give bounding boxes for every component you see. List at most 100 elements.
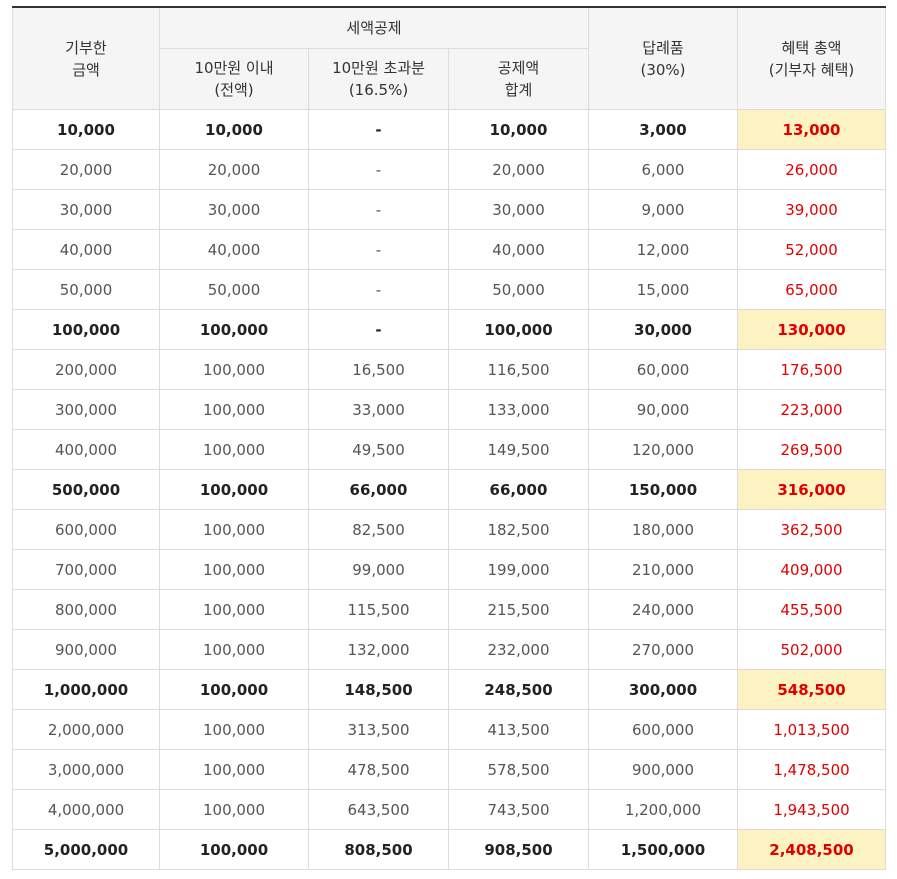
cell-donation: 20,000 [12, 149, 160, 190]
cell-gift: 6,000 [588, 149, 738, 190]
cell-benefit-total: 13,000 [737, 109, 886, 150]
table-row: 700,000 100,000 99,000 199,000 210,000 409,00… [12, 549, 886, 590]
cell-deduction-sum: 908,500 [448, 829, 589, 870]
header-within-line1: 10만원 이내 [194, 59, 274, 77]
table-body: 10,000 10,000-10,000 3,000 13,000 20,000 20,0… [12, 109, 886, 870]
cell-benefit-total: 1,013,500 [737, 709, 886, 750]
cell-gift: 180,000 [588, 509, 738, 550]
cell-excess-100k: 132,000 [308, 629, 449, 670]
table-header: 기부한 금액 세액공제 답례품 (30%) 혜택 총액 (기부자 혜택) 10만… [12, 6, 886, 110]
header-excess-line1: 10만원 초과분 [332, 59, 425, 77]
header-within-line2: (전액) [214, 81, 254, 99]
cell-benefit-total: 176,500 [737, 349, 886, 390]
cell-deduction-sum: 578,500 [448, 749, 589, 790]
cell-deduction-sum: 66,000 [448, 469, 589, 510]
cell-benefit-total: 316,000 [737, 469, 886, 510]
cell-donation: 700,000 [12, 549, 160, 590]
cell-gift: 1,200,000 [588, 789, 738, 830]
cell-gift: 120,000 [588, 429, 738, 470]
cell-donation: 300,000 [12, 389, 160, 430]
cell-gift: 300,000 [588, 669, 738, 710]
table-row: 600,000 100,000 82,500 182,500 180,000 362,50… [12, 509, 886, 550]
table-row: 800,000 100,000 115,500 215,500 240,000 455,5… [12, 589, 886, 630]
cell-donation: 10,000 [12, 109, 160, 150]
cell-gift: 15,000 [588, 269, 738, 310]
header-donation-line1: 기부한 [65, 38, 107, 57]
cell-donation: 50,000 [12, 269, 160, 310]
cell-benefit-total: 39,000 [737, 189, 886, 230]
table-row: 4,000,000 100,000 643,500 743,500 1,200,000 1… [12, 789, 886, 830]
cell-gift: 30,000 [588, 309, 738, 350]
cell-within-100k: 30,000 [159, 189, 309, 230]
cell-benefit-total: 362,500 [737, 509, 886, 550]
cell-within-100k: 100,000 [159, 749, 309, 790]
cell-benefit-total: 502,000 [737, 629, 886, 670]
cell-gift: 60,000 [588, 349, 738, 390]
cell-gift: 9,000 [588, 189, 738, 230]
cell-benefit-total: 269,500 [737, 429, 886, 470]
cell-donation: 100,000 [12, 309, 160, 350]
table-row: 500,000 100,000 66,000 66,000 150,000 316,000 [12, 469, 886, 510]
header-gift-line1: 답례품 [642, 38, 684, 57]
cell-deduction-sum: 215,500 [448, 589, 589, 630]
cell-within-100k: 100,000 [159, 389, 309, 430]
cell-within-100k: 50,000 [159, 269, 309, 310]
header-within-100k: 10만원 이내 (전액) [159, 48, 309, 110]
cell-benefit-total: 65,000 [737, 269, 886, 310]
cell-deduction-sum: 10,000 [448, 109, 589, 150]
cell-excess-100k: - [308, 309, 449, 350]
cell-excess-100k: 16,500 [308, 349, 449, 390]
table-row: 200,000 100,000 16,500 116,500 60,000 176,500 [12, 349, 886, 390]
cell-within-100k: 100,000 [159, 789, 309, 830]
table-row: 2,000,000 100,000 313,500 413,500 600,000 1,0… [12, 709, 886, 750]
cell-gift: 270,000 [588, 629, 738, 670]
table-row: 100,000 100,000-100,000 30,000 130,000 [12, 309, 886, 350]
cell-gift: 150,000 [588, 469, 738, 510]
cell-gift: 12,000 [588, 229, 738, 270]
cell-benefit-total: 2,408,500 [737, 829, 886, 870]
cell-donation: 2,000,000 [12, 709, 160, 750]
cell-excess-100k: - [308, 109, 449, 150]
cell-within-100k: 100,000 [159, 429, 309, 470]
table-row: 50,000 50,000-50,000 15,000 65,000 [12, 269, 886, 310]
cell-donation: 500,000 [12, 469, 160, 510]
cell-excess-100k: 82,500 [308, 509, 449, 550]
cell-within-100k: 100,000 [159, 469, 309, 510]
cell-within-100k: 100,000 [159, 709, 309, 750]
table-row: 3,000,000 100,000 478,500 578,500 900,000 1,4… [12, 749, 886, 790]
table-row: 30,000 30,000-30,000 9,000 39,000 [12, 189, 886, 230]
cell-benefit-total: 1,943,500 [737, 789, 886, 830]
cell-within-100k: 100,000 [159, 629, 309, 670]
cell-within-100k: 100,000 [159, 549, 309, 590]
cell-deduction-sum: 100,000 [448, 309, 589, 350]
cell-donation: 900,000 [12, 629, 160, 670]
cell-benefit-total: 548,500 [737, 669, 886, 710]
cell-deduction-sum: 199,000 [448, 549, 589, 590]
cell-within-100k: 100,000 [159, 829, 309, 870]
cell-within-100k: 100,000 [159, 349, 309, 390]
header-benefit-line1: 혜택 총액 [781, 38, 842, 57]
cell-donation: 600,000 [12, 509, 160, 550]
header-donation-amount: 기부한 금액 [12, 6, 160, 110]
header-tax-deduction-group: 세액공제 [159, 6, 589, 49]
table-row: 40,000 40,000-40,000 12,000 52,000 [12, 229, 886, 270]
cell-gift: 210,000 [588, 549, 738, 590]
cell-excess-100k: - [308, 229, 449, 270]
cell-deduction-sum: 743,500 [448, 789, 589, 830]
cell-excess-100k: 49,500 [308, 429, 449, 470]
cell-deduction-sum: 133,000 [448, 389, 589, 430]
cell-deduction-sum: 20,000 [448, 149, 589, 190]
cell-deduction-sum: 40,000 [448, 229, 589, 270]
cell-gift: 900,000 [588, 749, 738, 790]
cell-deduction-sum: 248,500 [448, 669, 589, 710]
cell-donation: 200,000 [12, 349, 160, 390]
cell-excess-100k: 148,500 [308, 669, 449, 710]
header-sum-line2: 합계 [504, 81, 533, 99]
header-donation-line2: 금액 [72, 60, 100, 79]
header-benefit-line2: (기부자 혜택) [768, 60, 855, 79]
cell-excess-100k: 313,500 [308, 709, 449, 750]
cell-donation: 1,000,000 [12, 669, 160, 710]
cell-donation: 800,000 [12, 589, 160, 630]
cell-excess-100k: 478,500 [308, 749, 449, 790]
header-row-top: 기부한 금액 세액공제 답례품 (30%) 혜택 총액 (기부자 혜택) [12, 6, 886, 110]
